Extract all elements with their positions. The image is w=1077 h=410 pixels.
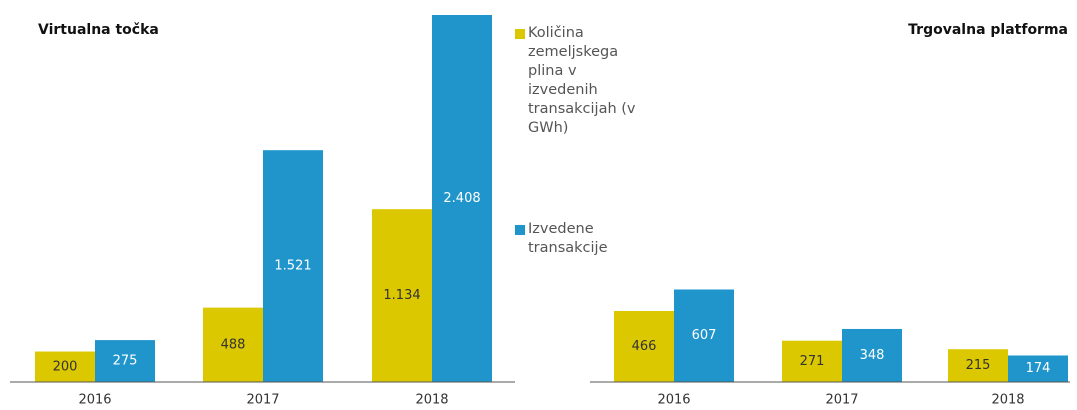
x-tick-label: 2018 <box>991 393 1024 408</box>
x-tick-label: 2017 <box>825 393 858 408</box>
bar <box>842 328 902 382</box>
data-label: 607 <box>692 328 717 343</box>
data-label: 215 <box>966 358 991 373</box>
bar <box>674 289 734 382</box>
chart-title: Trgovalna platforma <box>908 22 1068 38</box>
x-tick-label: 2018 <box>415 393 448 408</box>
legend-label: Količina zemeljskega plina v izvedenih t… <box>528 25 636 136</box>
data-label: 348 <box>860 348 885 363</box>
data-label: 174 <box>1026 361 1051 376</box>
legend-item: Izvedene transakcije <box>515 220 640 258</box>
data-label: 466 <box>632 339 657 354</box>
bar <box>948 349 1008 382</box>
bar <box>263 150 323 382</box>
data-label: 2.408 <box>443 191 480 206</box>
x-tick-label: 2016 <box>78 393 111 408</box>
bar <box>372 209 432 382</box>
x-tick-label: 2016 <box>657 393 690 408</box>
bar <box>95 340 155 382</box>
data-label: 488 <box>221 337 246 352</box>
x-tick-label: 2017 <box>246 393 279 408</box>
bar <box>782 340 842 382</box>
bar <box>614 310 674 382</box>
data-label: 200 <box>53 359 78 374</box>
legend-item: Količina zemeljskega plina v izvedenih t… <box>515 24 640 138</box>
legend-label: Izvedene transakcije <box>528 221 608 256</box>
bar <box>35 351 95 382</box>
data-label: 271 <box>800 354 825 369</box>
bar <box>1008 355 1068 382</box>
chart-title: Virtualna točka <box>38 22 159 38</box>
data-label: 1.134 <box>383 288 420 303</box>
data-label: 275 <box>113 354 138 369</box>
bar <box>203 307 263 382</box>
bar <box>432 15 492 382</box>
legend-swatch <box>515 225 525 235</box>
legend-swatch <box>515 29 525 39</box>
data-label: 1.521 <box>274 259 311 274</box>
